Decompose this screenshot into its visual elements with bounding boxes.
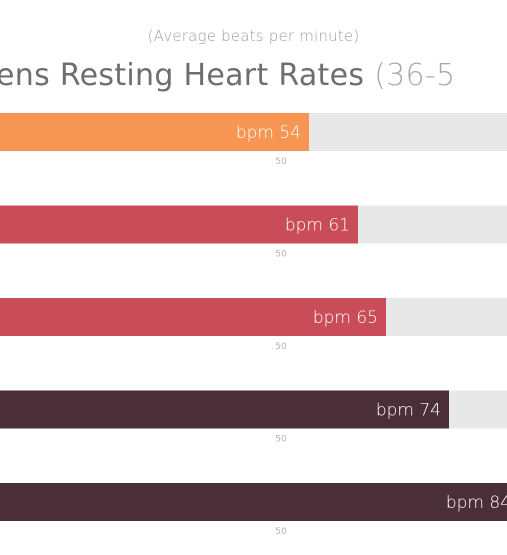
chart-title: ens Resting Heart Rates (36-5 — [0, 58, 455, 93]
chart-subtitle: (Average beats per minute) — [147, 27, 360, 45]
bar-1 — [0, 113, 309, 151]
tick-label-1: 50 — [275, 157, 287, 167]
bar-value-label-2: bpm 61 — [285, 216, 350, 236]
bar-value-label-5: bpm 84 — [446, 493, 507, 513]
bar-3 — [0, 298, 386, 336]
chart-title-range: (36-5 — [374, 58, 456, 93]
bar-value-label-4: bpm 74 — [376, 401, 441, 421]
tick-label-4: 50 — [275, 435, 287, 445]
bar-5 — [0, 483, 507, 521]
bar-2 — [0, 205, 358, 244]
tick-label-5: 50 — [275, 527, 287, 537]
tick-label-3: 50 — [275, 342, 287, 352]
tick-label-2: 50 — [275, 250, 287, 260]
bar-4 — [0, 390, 449, 429]
chart-title-main: ens Resting Heart Rates — [0, 58, 365, 93]
bar-value-label-3: bpm 65 — [313, 308, 378, 328]
bar-value-label-1: bpm 54 — [236, 123, 301, 143]
